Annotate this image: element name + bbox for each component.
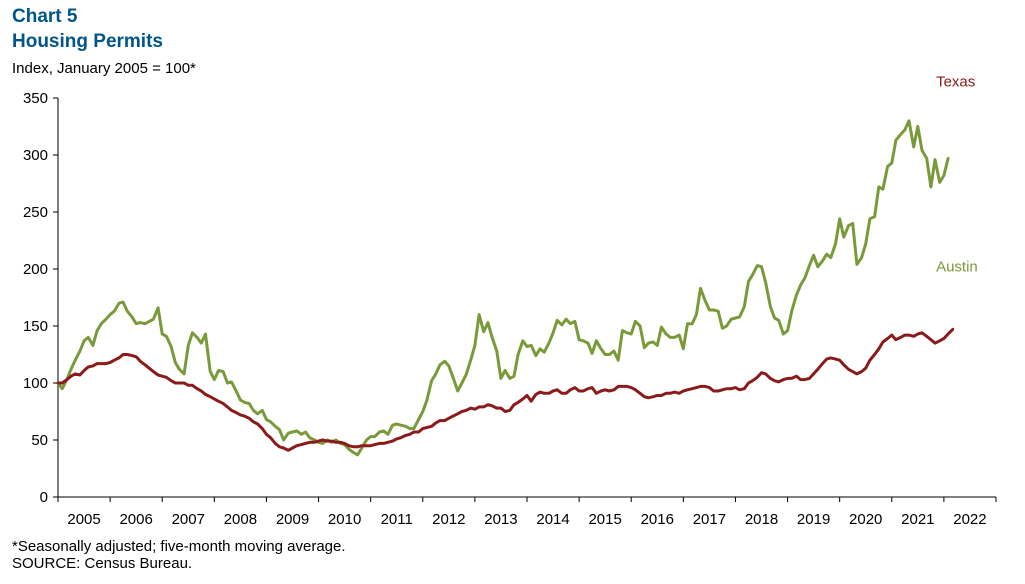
x-tick-label: 2019: [797, 511, 830, 528]
y-tick-label: 100: [23, 375, 48, 392]
series-labels: Austin Texas: [936, 74, 978, 276]
x-tick-label: 2018: [745, 511, 778, 528]
chart-number: Chart 5: [12, 6, 78, 27]
y-axis-unit-label: Index, January 2005 = 100*: [12, 60, 196, 77]
y-tick-label: 250: [23, 204, 48, 221]
x-tick-label: 2021: [901, 511, 934, 528]
footnote-source: SOURCE: Census Bureau.: [12, 555, 193, 572]
x-tick-label: 2014: [536, 511, 569, 528]
x-tick-label: 2010: [328, 511, 361, 528]
series-line-texas: [56, 327, 955, 452]
x-tick-label: 2009: [276, 511, 309, 528]
series-label-texas: Texas: [936, 74, 975, 91]
x-tick-label: 2006: [119, 511, 152, 528]
y-tick-label: 50: [31, 432, 48, 449]
chart-title: Housing Permits: [12, 31, 163, 52]
x-tick-label: 2011: [381, 511, 413, 528]
x-tick-label: 2015: [588, 511, 621, 528]
x-tick-label: 2013: [484, 511, 517, 528]
chart-header: Chart 5 Housing Permits: [12, 4, 163, 54]
y-tick-label: 300: [23, 147, 48, 164]
footnote-note: *Seasonally adjusted; five-month moving …: [12, 538, 346, 555]
y-tick-label: 150: [23, 318, 48, 335]
x-tick-label: 2007: [172, 511, 205, 528]
x-tick-label: 2020: [849, 511, 882, 528]
x-tick-label: 2022: [953, 511, 986, 528]
x-tick-label: 2005: [67, 511, 100, 528]
y-tick-label: 350: [23, 90, 48, 107]
series-line-austin: [56, 119, 950, 457]
series-lines: [56, 119, 955, 457]
series-label-austin: Austin: [936, 258, 978, 275]
x-tick-label: 2016: [641, 511, 674, 528]
x-tick-label: 2008: [224, 511, 257, 528]
x-tick-label: 2012: [432, 511, 465, 528]
axes: 0 50 100 150 200 250 300 350 2005 2006 2007 2008 200…: [23, 90, 997, 528]
y-tick-label: 200: [23, 261, 48, 278]
x-tick-label: 2017: [693, 511, 726, 528]
y-tick-label: 0: [40, 489, 48, 506]
footnotes: *Seasonally adjusted; five-month moving …: [12, 538, 346, 572]
